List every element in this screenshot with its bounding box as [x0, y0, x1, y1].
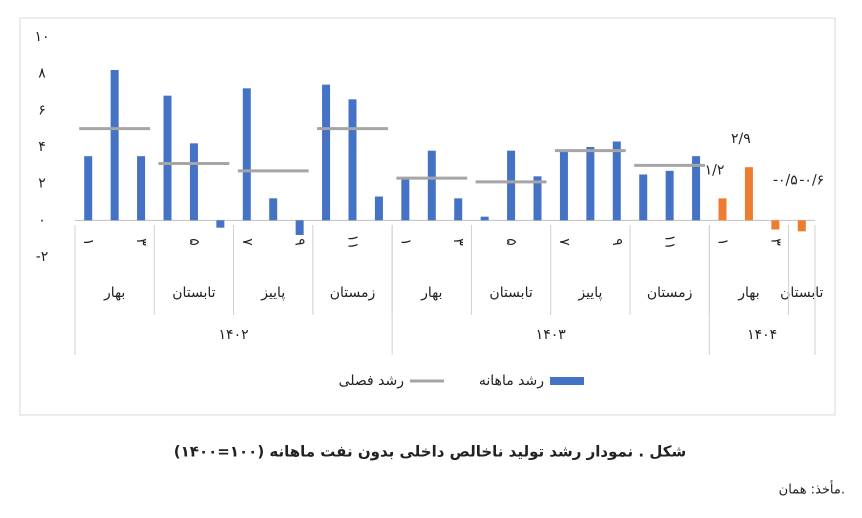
- bar: [322, 84, 331, 221]
- bar: [718, 198, 727, 221]
- bar: [454, 198, 463, 221]
- y-tick-label: ۸: [38, 66, 46, 82]
- bar: [771, 220, 780, 230]
- season-label: پاییز: [260, 285, 285, 301]
- x-tick-label: ۱: [715, 238, 731, 246]
- season-label: بهار: [737, 285, 759, 301]
- season-label: پاییز: [577, 285, 602, 301]
- source: مأخذ: همان.: [779, 480, 845, 498]
- season-label: بهار: [103, 285, 125, 301]
- bar: [242, 88, 251, 221]
- legend-swatch: [550, 377, 584, 385]
- bar: [189, 143, 198, 221]
- bar: [348, 99, 357, 221]
- season-label: تابستان: [172, 285, 215, 301]
- x-tick-label: ۳: [450, 238, 466, 246]
- bar: [797, 220, 806, 232]
- year-label: ۱۴۰۳: [536, 327, 567, 343]
- bar: [401, 178, 410, 221]
- bar: [559, 150, 568, 221]
- x-tick-label: ۱۱: [345, 234, 361, 249]
- x-tick-label: ۱: [397, 238, 413, 246]
- season-label: زمستان: [647, 285, 693, 301]
- y-tick-label: -۲: [36, 249, 49, 265]
- bar: [639, 174, 648, 221]
- bar: [216, 220, 225, 228]
- bar: [612, 141, 621, 221]
- bar: [692, 156, 701, 221]
- bar: [665, 170, 674, 221]
- bar: [480, 216, 489, 221]
- bar: [137, 156, 146, 221]
- bar: [374, 196, 383, 221]
- x-tick-label: ۹: [292, 238, 308, 246]
- x-tick-label: ۵: [186, 238, 202, 246]
- x-tick-label: ۵: [503, 238, 519, 246]
- x-tick-label: ۳: [133, 238, 149, 246]
- x-tick-label: ۱۱: [662, 234, 678, 249]
- bar: [295, 220, 304, 235]
- x-tick-label: ۳: [767, 238, 783, 246]
- y-tick-label: ۲: [38, 176, 46, 192]
- data-label: ۱/۲: [705, 162, 725, 178]
- bar: [744, 167, 753, 221]
- year-label: ۱۴۰۴: [747, 327, 777, 343]
- x-tick-label: ۷: [239, 238, 255, 246]
- y-tick-label: ۶: [38, 102, 46, 118]
- data-label: ۲/۹: [731, 131, 751, 147]
- bar: [269, 198, 278, 221]
- bar: [533, 176, 542, 221]
- y-tick-label: ۰: [38, 212, 46, 228]
- x-tick-label: ۱: [80, 238, 96, 246]
- season-label: زمستان: [330, 285, 376, 301]
- chart-frame: [19, 17, 836, 416]
- bar: [586, 147, 595, 221]
- data-label: -۰/۶: [799, 172, 824, 188]
- caption: شکل . نمودار رشد تولید ناخالص داخلی بدون…: [174, 443, 686, 461]
- x-tick-label: ۷: [556, 238, 572, 246]
- legend-label: رشد فصلی: [339, 373, 404, 389]
- x-tick-label: ۹: [609, 238, 625, 246]
- legend-label: رشد ماهانه: [479, 373, 544, 389]
- season-label: تابستان: [780, 285, 823, 301]
- season-label: بهار: [420, 285, 442, 301]
- bar: [163, 95, 172, 221]
- bar: [110, 70, 119, 221]
- season-label: تابستان: [489, 285, 532, 301]
- bar: [427, 150, 436, 221]
- y-tick-label: ۱۰: [34, 29, 49, 45]
- bar: [507, 150, 516, 221]
- bar: [84, 156, 93, 221]
- data-label: -۰/۵: [773, 172, 798, 188]
- y-tick-label: ۴: [38, 139, 46, 155]
- year-label: ۱۴۰۲: [219, 327, 249, 343]
